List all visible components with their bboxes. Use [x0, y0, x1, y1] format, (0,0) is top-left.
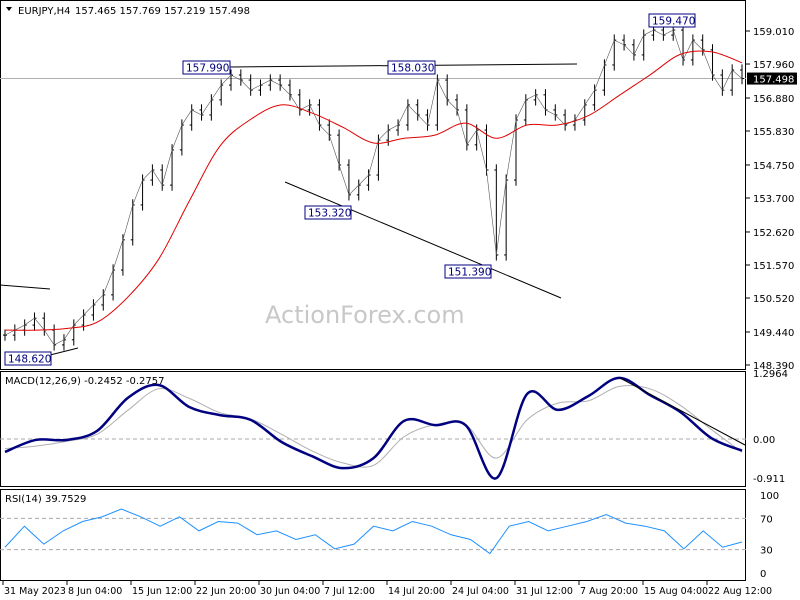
rsi-tick-label: 30	[760, 546, 773, 557]
price-tick-label: 159.010	[753, 27, 794, 38]
price-bar	[474, 124, 479, 151]
support-trendline[interactable]	[284, 181, 562, 299]
macd-tick-label: 1.2964	[753, 369, 788, 380]
moving-average-line	[4, 50, 743, 331]
price-bar	[337, 129, 342, 171]
svg-text:151.390: 151.390	[448, 267, 491, 279]
time-tick-label: 22 Jun 20:00	[196, 586, 256, 597]
price-label-159470: 159.470	[648, 13, 696, 28]
price-series	[0, 24, 746, 351]
time-tick-label: 15 Jun 12:00	[132, 586, 192, 597]
svg-text:159.470: 159.470	[652, 16, 695, 28]
symbol-label: EURJPY,H4	[18, 6, 71, 17]
svg-text:153.320: 153.320	[308, 208, 351, 220]
price-bar	[504, 174, 509, 261]
time-tick-label: 14 Jul 20:00	[388, 586, 445, 597]
price-bar	[170, 144, 175, 191]
current-price-box	[747, 72, 797, 85]
price-label-151390: 151.390	[444, 264, 492, 279]
time-tick-label: 31 Jul 12:00	[516, 586, 573, 597]
macd-series	[0, 376, 746, 480]
macd-title: MACD(12,26,9) -0.2452 -0.2757	[5, 376, 165, 387]
svg-text:158.030: 158.030	[391, 63, 434, 75]
close-line	[4, 29, 743, 346]
price-bar	[455, 94, 460, 116]
price-tick-label: 157.960	[753, 60, 794, 71]
price-label-157990: 157.990	[182, 60, 231, 75]
macd-signal-line	[4, 384, 743, 468]
price-label-158030: 158.030	[387, 60, 436, 75]
watermark: ActionForex.com	[265, 301, 465, 329]
rsi-tick-label: 0	[760, 569, 766, 580]
price-bar	[740, 64, 744, 85]
price-bar	[366, 169, 371, 191]
trend-line-left[interactable]	[0, 284, 51, 290]
price-bar	[120, 234, 125, 276]
time-tick-label: 7 Jul 12:00	[324, 586, 375, 597]
price-tick-label: 153.700	[753, 194, 794, 205]
price-bar	[327, 119, 332, 141]
macd-trendline[interactable]	[619, 377, 746, 446]
time-tick-label: 7 Aug 20:00	[580, 586, 638, 597]
price-tick-label: 149.440	[753, 328, 794, 339]
price-bar	[160, 164, 165, 191]
price-bar	[484, 124, 489, 176]
time-tick-label: 30 Jun 04:00	[260, 586, 320, 597]
price-tick-label: 151.570	[753, 261, 794, 272]
time-tick-label: 8 Jun 04:00	[68, 586, 122, 597]
price-bar	[700, 34, 705, 56]
rsi-tick-label: 100	[760, 491, 779, 502]
time-tick-label: 22 Aug 12:00	[708, 586, 772, 597]
price-panel	[0, 0, 746, 370]
price-bar	[425, 109, 430, 131]
svg-text:157.990: 157.990	[186, 63, 229, 75]
svg-text:148.620: 148.620	[8, 354, 51, 366]
current-price-marker: 157.498	[747, 72, 797, 86]
time-tick-label: 31 May 2023	[4, 586, 66, 597]
macd-line	[4, 376, 743, 480]
axes: 159.010 157.960 156.880 155.830 154.750 153.7…	[2, 27, 797, 597]
price-bar	[494, 164, 499, 261]
time-tick-label: 15 Aug 04:00	[644, 586, 708, 597]
rsi-line	[4, 508, 743, 555]
rsi-tick-label: 70	[760, 514, 773, 525]
price-tick-label: 155.830	[753, 127, 794, 138]
price-label-153320: 153.320	[304, 205, 352, 220]
price-label-148620: 148.620	[4, 351, 52, 366]
price-tick-label: 152.620	[753, 228, 794, 239]
rsi-title: RSI(14) 39.7529	[5, 494, 86, 505]
macd-tick-label: -0.911	[753, 474, 785, 485]
price-bar	[101, 289, 106, 311]
dropdown-triangle-icon[interactable]	[6, 7, 12, 11]
trend-line-low[interactable]	[49, 347, 79, 356]
price-tick-label: 150.520	[753, 294, 794, 305]
ohlc-values: 157.465 157.769 157.219 157.498	[75, 6, 250, 17]
price-tick-label: 154.750	[753, 161, 794, 172]
rsi-series	[0, 508, 746, 555]
price-tick-label: 148.390	[753, 361, 794, 372]
price-tick-label: 156.880	[753, 94, 794, 105]
time-tick-label: 24 Jul 04:00	[452, 586, 509, 597]
price-bar	[592, 84, 597, 111]
current-price-label: 157.498	[753, 75, 794, 86]
rsi-panel	[0, 489, 746, 581]
macd-tick-label: 0.00	[753, 435, 775, 446]
macd-panel	[0, 371, 746, 487]
price-bar	[130, 199, 135, 246]
